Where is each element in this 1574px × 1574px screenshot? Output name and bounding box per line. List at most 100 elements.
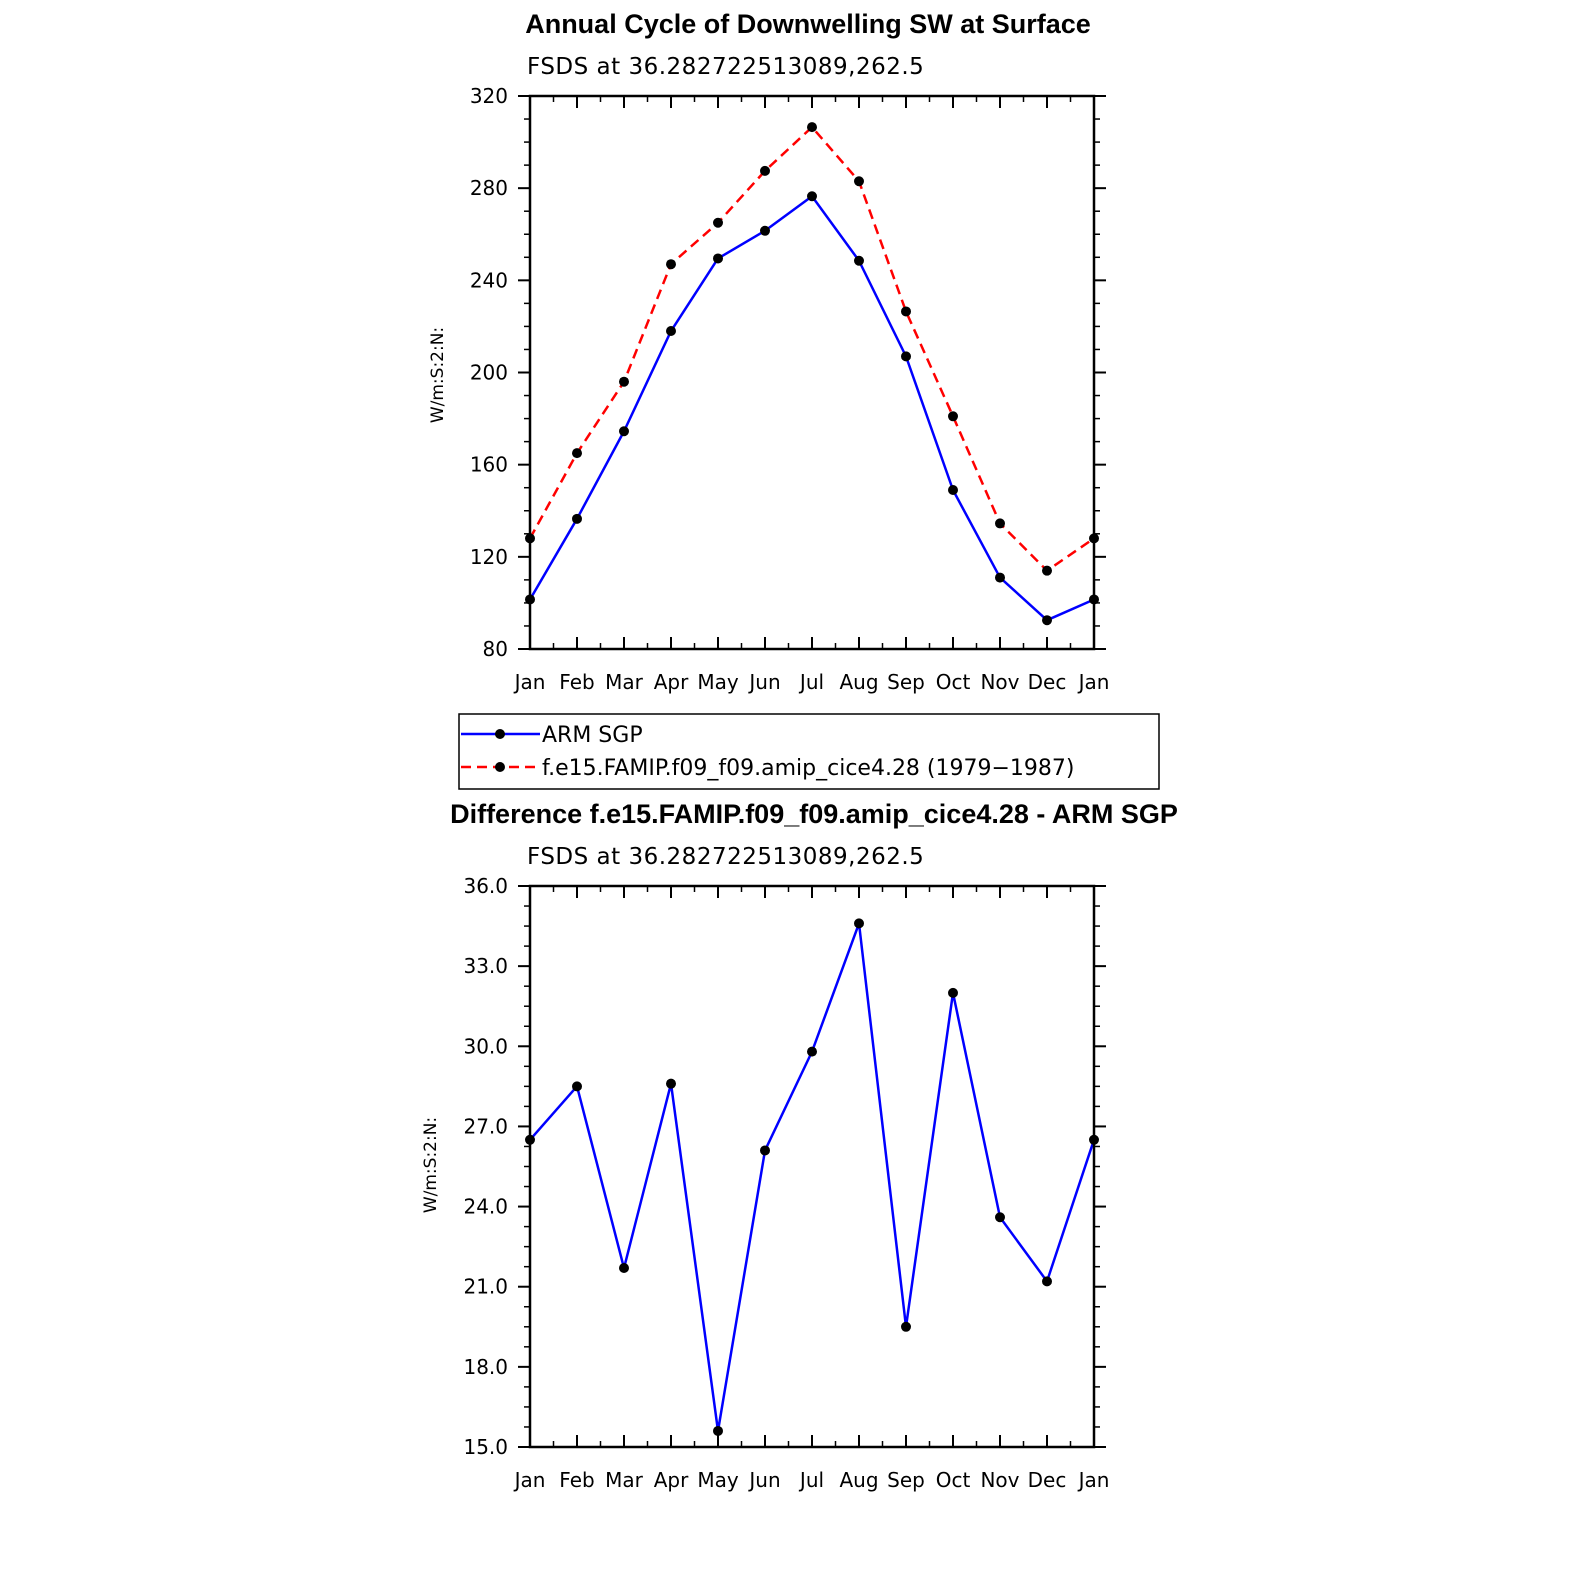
x-tick-label: Nov xyxy=(980,1468,1019,1492)
data-series xyxy=(525,918,1099,1436)
data-point xyxy=(948,485,958,496)
data-point xyxy=(760,225,770,236)
x-tick-label: Jan xyxy=(1077,670,1110,694)
difference-panel: Difference f.e15.FAMIP.f09_f09.amip_cice… xyxy=(421,799,1178,1492)
x-tick-labels: Jan Feb Mar Apr May Jun Jul Aug Sep Oct Nov Dec Jan xyxy=(513,1468,1110,1492)
y-tick-label: 80 xyxy=(483,637,508,661)
data-point xyxy=(619,1263,629,1274)
data-point xyxy=(995,572,1005,583)
data-point xyxy=(760,1145,770,1156)
x-tick-label: May xyxy=(697,670,739,694)
plot-frame xyxy=(528,884,1096,1449)
x-tick-label: Aug xyxy=(839,670,878,694)
y-tick-label: 320 xyxy=(470,84,508,108)
y-tick-label: 18.0 xyxy=(463,1355,508,1379)
data-point xyxy=(901,351,911,362)
legend-marker xyxy=(495,729,505,739)
axis-ticks xyxy=(518,885,1106,1448)
data-point xyxy=(572,1081,582,1092)
x-tick-label: Oct xyxy=(936,1468,971,1492)
data-point xyxy=(901,306,911,317)
plot-frame xyxy=(528,94,1096,651)
x-tick-label: Dec xyxy=(1028,670,1067,694)
data-point xyxy=(666,1078,676,1089)
legend-box xyxy=(458,713,1160,790)
data-point xyxy=(619,426,629,437)
y-tick-label: 120 xyxy=(470,545,508,569)
data-point xyxy=(995,518,1005,529)
data-point xyxy=(572,513,582,524)
y-tick-label: 30.0 xyxy=(463,1034,508,1058)
x-tick-label: Dec xyxy=(1028,1468,1067,1492)
x-tick-label: Oct xyxy=(936,670,971,694)
y-tick-label: 21.0 xyxy=(463,1275,508,1299)
data-point xyxy=(901,1321,911,1332)
data-point xyxy=(854,255,864,266)
x-tick-label: Jul xyxy=(798,670,824,694)
y-tick-label: 36.0 xyxy=(463,874,508,898)
x-tick-label: Jan xyxy=(513,670,546,694)
y-tick-label: 15.0 xyxy=(463,1435,508,1459)
y-tick-label: 27.0 xyxy=(463,1114,508,1138)
legend: ARM SGP f.e15.FAMIP.f09_f09.amip_cice4.2… xyxy=(458,713,1160,790)
x-tick-label: May xyxy=(697,1468,739,1492)
data-series xyxy=(525,122,1099,626)
data-point xyxy=(807,191,817,202)
data-point xyxy=(619,376,629,387)
data-point xyxy=(713,1425,723,1436)
legend-label-arm-sgp: ARM SGP xyxy=(542,723,643,748)
data-point xyxy=(807,1046,817,1057)
y-axis-label: W/m:S:2:N: xyxy=(428,327,448,423)
x-tick-labels: Jan Feb Mar Apr May Jun Jul Aug Sep Oct Nov Dec Jan xyxy=(513,670,1110,694)
x-tick-label: Apr xyxy=(654,1468,689,1492)
data-point xyxy=(666,259,676,270)
y-tick-labels: 36.0 33.0 30.0 27.0 24.0 21.0 18.0 15.0 xyxy=(463,874,508,1459)
data-point xyxy=(854,918,864,929)
data-point xyxy=(713,253,723,264)
legend-marker xyxy=(495,762,505,772)
y-tick-label: 200 xyxy=(470,361,508,385)
y-tick-labels: 320 280 240 200 160 120 80 xyxy=(470,84,508,661)
y-tick-label: 160 xyxy=(470,453,508,477)
y-tick-label: 33.0 xyxy=(463,954,508,978)
x-tick-label: Mar xyxy=(605,670,644,694)
data-point xyxy=(948,987,958,998)
panel-title: Annual Cycle of Downwelling SW at Surfac… xyxy=(525,9,1091,39)
annual-cycle-panel: Annual Cycle of Downwelling SW at Surfac… xyxy=(428,9,1109,694)
x-tick-label: Sep xyxy=(887,1468,925,1492)
legend-entry-model: f.e15.FAMIP.f09_f09.amip_cice4.28 (1979−… xyxy=(461,756,1075,781)
y-tick-label: 280 xyxy=(470,176,508,200)
x-tick-label: Jul xyxy=(798,1468,824,1492)
x-tick-label: Jan xyxy=(1077,1468,1110,1492)
panel-title: Difference f.e15.FAMIP.f09_f09.amip_cice… xyxy=(450,799,1178,829)
x-tick-label: Apr xyxy=(654,670,689,694)
x-tick-label: Jun xyxy=(747,1468,780,1492)
data-point xyxy=(1042,1276,1052,1287)
data-point xyxy=(948,411,958,422)
legend-label-model: f.e15.FAMIP.f09_f09.amip_cice4.28 (1979−… xyxy=(542,756,1075,781)
data-point xyxy=(807,122,817,133)
legend-entry-arm-sgp: ARM SGP xyxy=(461,723,643,748)
data-point xyxy=(572,448,582,459)
x-tick-label: Feb xyxy=(559,670,594,694)
data-point xyxy=(1042,615,1052,626)
x-tick-label: Aug xyxy=(839,1468,878,1492)
data-point xyxy=(1042,565,1052,576)
x-tick-label: Feb xyxy=(559,1468,594,1492)
y-tick-label: 24.0 xyxy=(463,1195,508,1219)
y-tick-label: 240 xyxy=(470,268,508,292)
data-point xyxy=(666,326,676,337)
x-tick-label: Jan xyxy=(513,1468,546,1492)
data-point xyxy=(854,176,864,187)
panel-subtitle: FSDS at 36.282722513089,262.5 xyxy=(527,54,924,80)
x-tick-label: Mar xyxy=(605,1468,644,1492)
y-axis-label: W/m:S:2:N: xyxy=(421,1117,441,1213)
x-tick-label: Jun xyxy=(747,670,780,694)
x-tick-label: Nov xyxy=(980,670,1019,694)
data-point xyxy=(713,217,723,228)
x-tick-label: Sep xyxy=(887,670,925,694)
panel-subtitle: FSDS at 36.282722513089,262.5 xyxy=(527,844,924,870)
data-point xyxy=(760,165,770,176)
data-point xyxy=(995,1212,1005,1223)
